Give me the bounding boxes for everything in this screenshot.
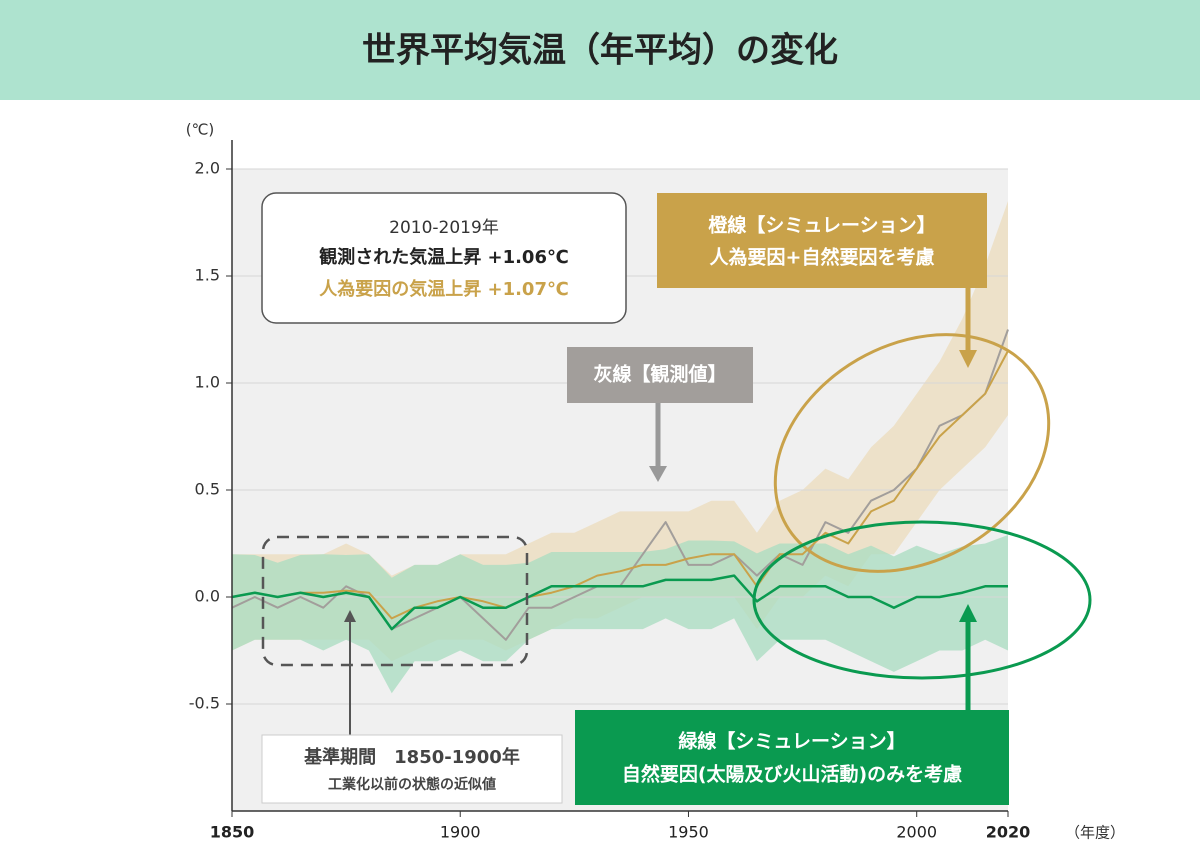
y-unit: (℃) [186, 121, 215, 139]
green-ellipse [752, 520, 1092, 680]
orange-arrow-head [959, 350, 977, 368]
base-period: 基準期間 1850-1900年 [303, 746, 520, 768]
orange-callout-box [657, 193, 987, 288]
y-tick-label: 2.0 [195, 159, 220, 178]
x-tick-label: 1950 [668, 823, 709, 842]
chart-title: 世界平均気温（年平均）の変化 [362, 31, 838, 71]
gray-arrow-head [649, 466, 667, 482]
x-unit: （年度） [1065, 824, 1125, 842]
y-tick-label: -0.5 [189, 694, 220, 713]
gray-callout: 灰線【観測値】 [593, 363, 726, 386]
base-period-box [261, 535, 529, 667]
green-arrow-head [959, 604, 977, 622]
orange-callout-text: 人為要因+自然要因を考慮 [710, 246, 935, 269]
green-callout-title: 緑線【シミュレーション】 [678, 730, 905, 753]
x-tick-label: 2020 [986, 823, 1031, 842]
header-band [0, 0, 1200, 100]
orange-callout-title: 橙線【シミュレーション】 [708, 214, 935, 237]
gray-callout-box [567, 347, 753, 403]
period-label: 2010-2019年 [389, 218, 499, 238]
green-callout-text: 自然要因(太陽及び火山活動)のみを考慮 [622, 763, 962, 786]
x-tick-label: 1900 [440, 823, 481, 842]
series-line [231, 574, 1008, 631]
y-tick-label: 1.0 [195, 373, 220, 392]
orange-ellipse [773, 333, 1051, 573]
y-tick-label: 0.0 [195, 587, 220, 606]
x-tick-label: 1850 [210, 823, 255, 842]
base-arrow-head [344, 610, 356, 622]
base-note: 工業化以前の状態の近似値 [328, 776, 496, 793]
x-tick-label: 2000 [896, 823, 937, 842]
base-box [261, 734, 563, 804]
period-box [261, 192, 627, 324]
green-callout-box [575, 710, 1009, 805]
anthropogenic-rise: 人為要因の気温上昇 +1.07℃ [319, 278, 569, 300]
y-tick-label: 1.5 [195, 266, 220, 285]
y-tick-label: 0.5 [195, 480, 220, 499]
series-line [231, 350, 1009, 620]
range-band [232, 534, 1008, 694]
observed-rise: 観測された気温上昇 +1.06℃ [319, 246, 569, 268]
